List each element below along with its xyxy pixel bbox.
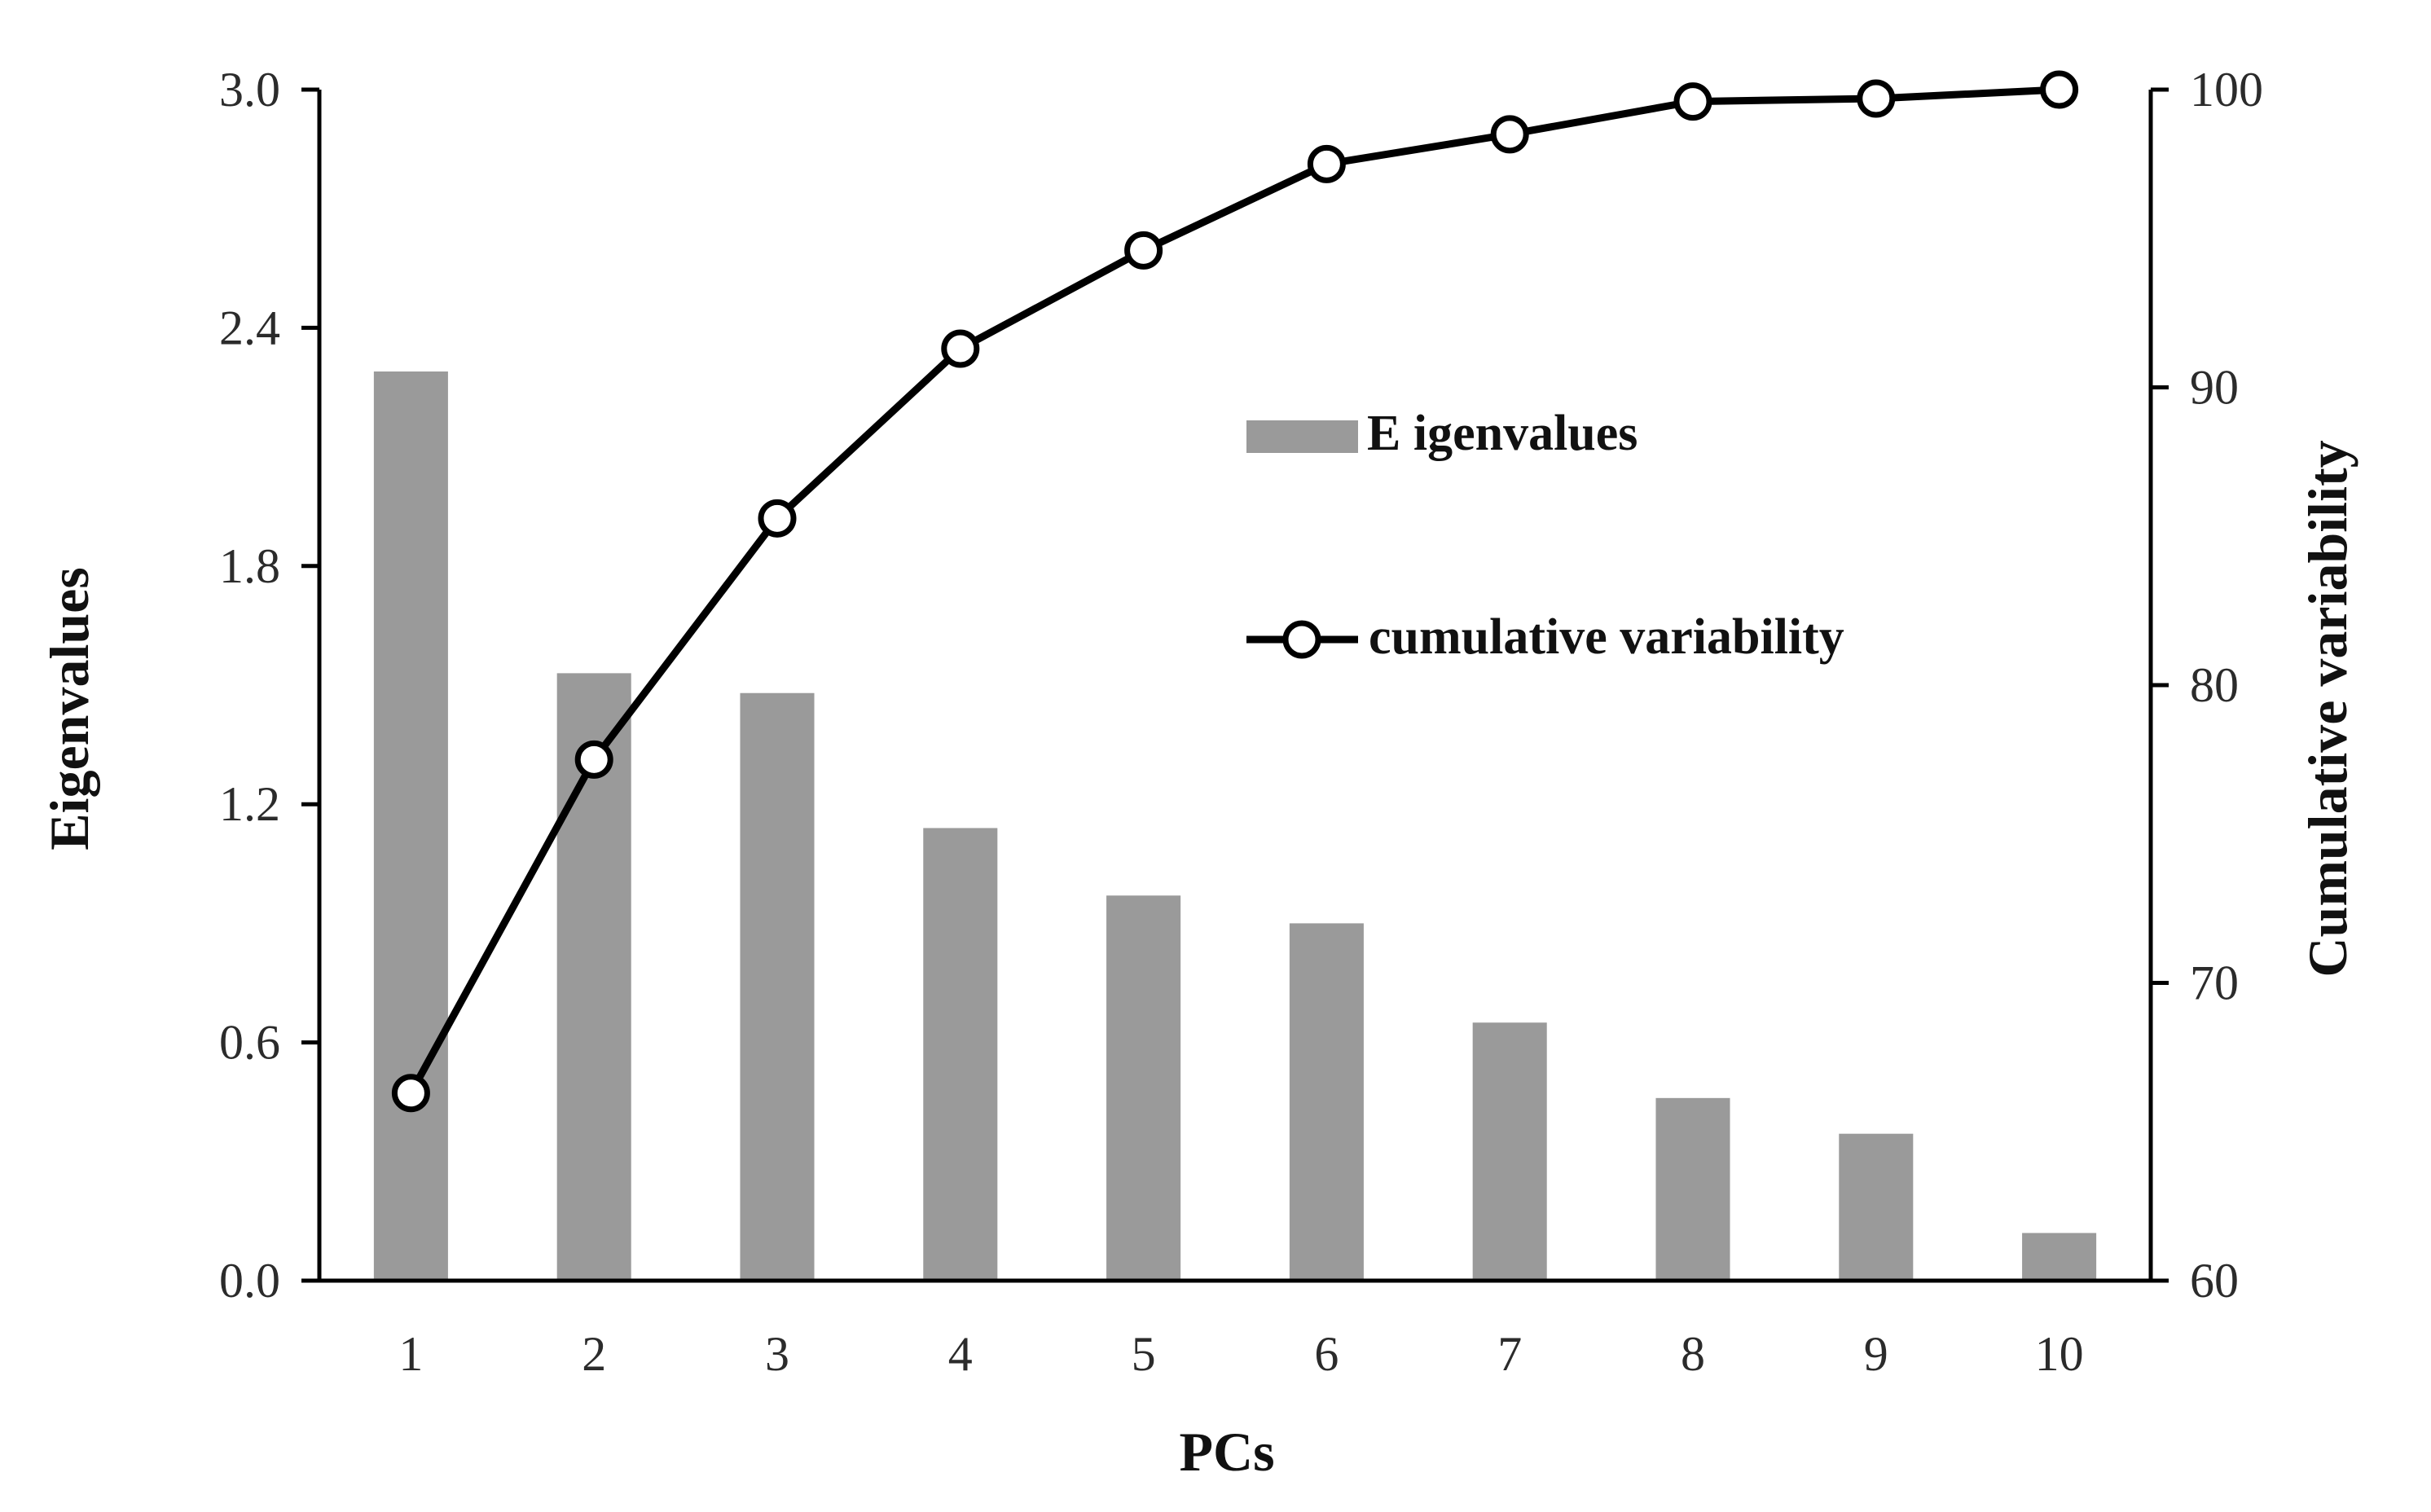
legend-circle-marker — [1282, 620, 1321, 659]
eigenvalue-bar-10 — [2022, 1233, 2097, 1281]
left-y-tick-label: 0.6 — [219, 1016, 280, 1070]
right-y-tick-label: 70 — [2190, 956, 2239, 1010]
left-y-tick-label: 1.2 — [219, 777, 280, 831]
x-tick-label: 2 — [582, 1327, 606, 1381]
legend-label-cumulative-variability: cumulative variability — [1369, 609, 1844, 665]
eigenvalue-bar-6 — [1289, 923, 1364, 1281]
right-y-axis-title: Cumulative variability — [2297, 440, 2358, 977]
left-y-tick-label: 3.0 — [219, 63, 280, 116]
x-axis-title: PCs — [1179, 1421, 1274, 1483]
x-tick-label: 10 — [2035, 1327, 2084, 1381]
cumulative-point-10 — [2040, 70, 2079, 109]
right-y-tick-label: 100 — [2190, 63, 2263, 116]
left-y-tick-label: 2.4 — [219, 301, 280, 354]
cumulative-point-5 — [1124, 231, 1163, 270]
cumulative-point-1 — [391, 1074, 430, 1113]
eigenvalue-bar-7 — [1472, 1022, 1547, 1281]
left-y-tick-label: 0.0 — [219, 1254, 280, 1308]
ticks-layer: 0.0 0.6 1.2 1.8 2.4 3.0 60 70 80 90 100 1 2 3 4 5 6 7 8 9 10 — [219, 63, 2263, 1381]
x-tick-label: 4 — [948, 1327, 973, 1381]
legend-bar-swatch — [1246, 420, 1358, 453]
cumulative-point-4 — [941, 329, 980, 368]
eigenvalue-bar-1 — [373, 371, 448, 1281]
cumulative-variability-line — [407, 86, 2060, 1095]
x-tick-label: 5 — [1132, 1327, 1156, 1381]
cumulative-point-3 — [758, 499, 797, 538]
left-y-axis-title: Eigenvalues — [38, 567, 100, 850]
x-tick-label: 1 — [398, 1327, 423, 1381]
cumulative-point-9 — [1857, 79, 1896, 118]
cumulative-point-7 — [1490, 115, 1529, 154]
line-layer — [391, 70, 2079, 1113]
cumulative-point-6 — [1307, 144, 1346, 183]
x-tick-label: 6 — [1314, 1327, 1339, 1381]
eigenvalue-bar-4 — [923, 828, 998, 1281]
eigenvalue-bar-3 — [740, 692, 815, 1281]
x-tick-label: 8 — [1681, 1327, 1705, 1381]
x-tick-label: 7 — [1497, 1327, 1522, 1381]
eigenvalue-bar-5 — [1106, 895, 1181, 1281]
x-tick-label: 9 — [1864, 1327, 1888, 1381]
x-tick-label: 3 — [765, 1327, 789, 1381]
left-y-tick-label: 1.8 — [219, 539, 280, 593]
cumulative-point-8 — [1673, 82, 1712, 121]
legend-label-eigenvalues: E igenvalues — [1367, 406, 1638, 461]
right-y-tick-label: 80 — [2190, 658, 2239, 712]
eigenvalue-bar-8 — [1655, 1097, 1730, 1281]
cumulative-point-2 — [574, 740, 613, 779]
right-y-tick-label: 60 — [2190, 1254, 2239, 1308]
bars-layer — [373, 371, 2097, 1281]
legend: E igenvalues cumulative variability — [1246, 406, 1844, 665]
eigenvalue-bar-9 — [1839, 1133, 1914, 1281]
right-y-tick-label: 90 — [2190, 361, 2239, 415]
